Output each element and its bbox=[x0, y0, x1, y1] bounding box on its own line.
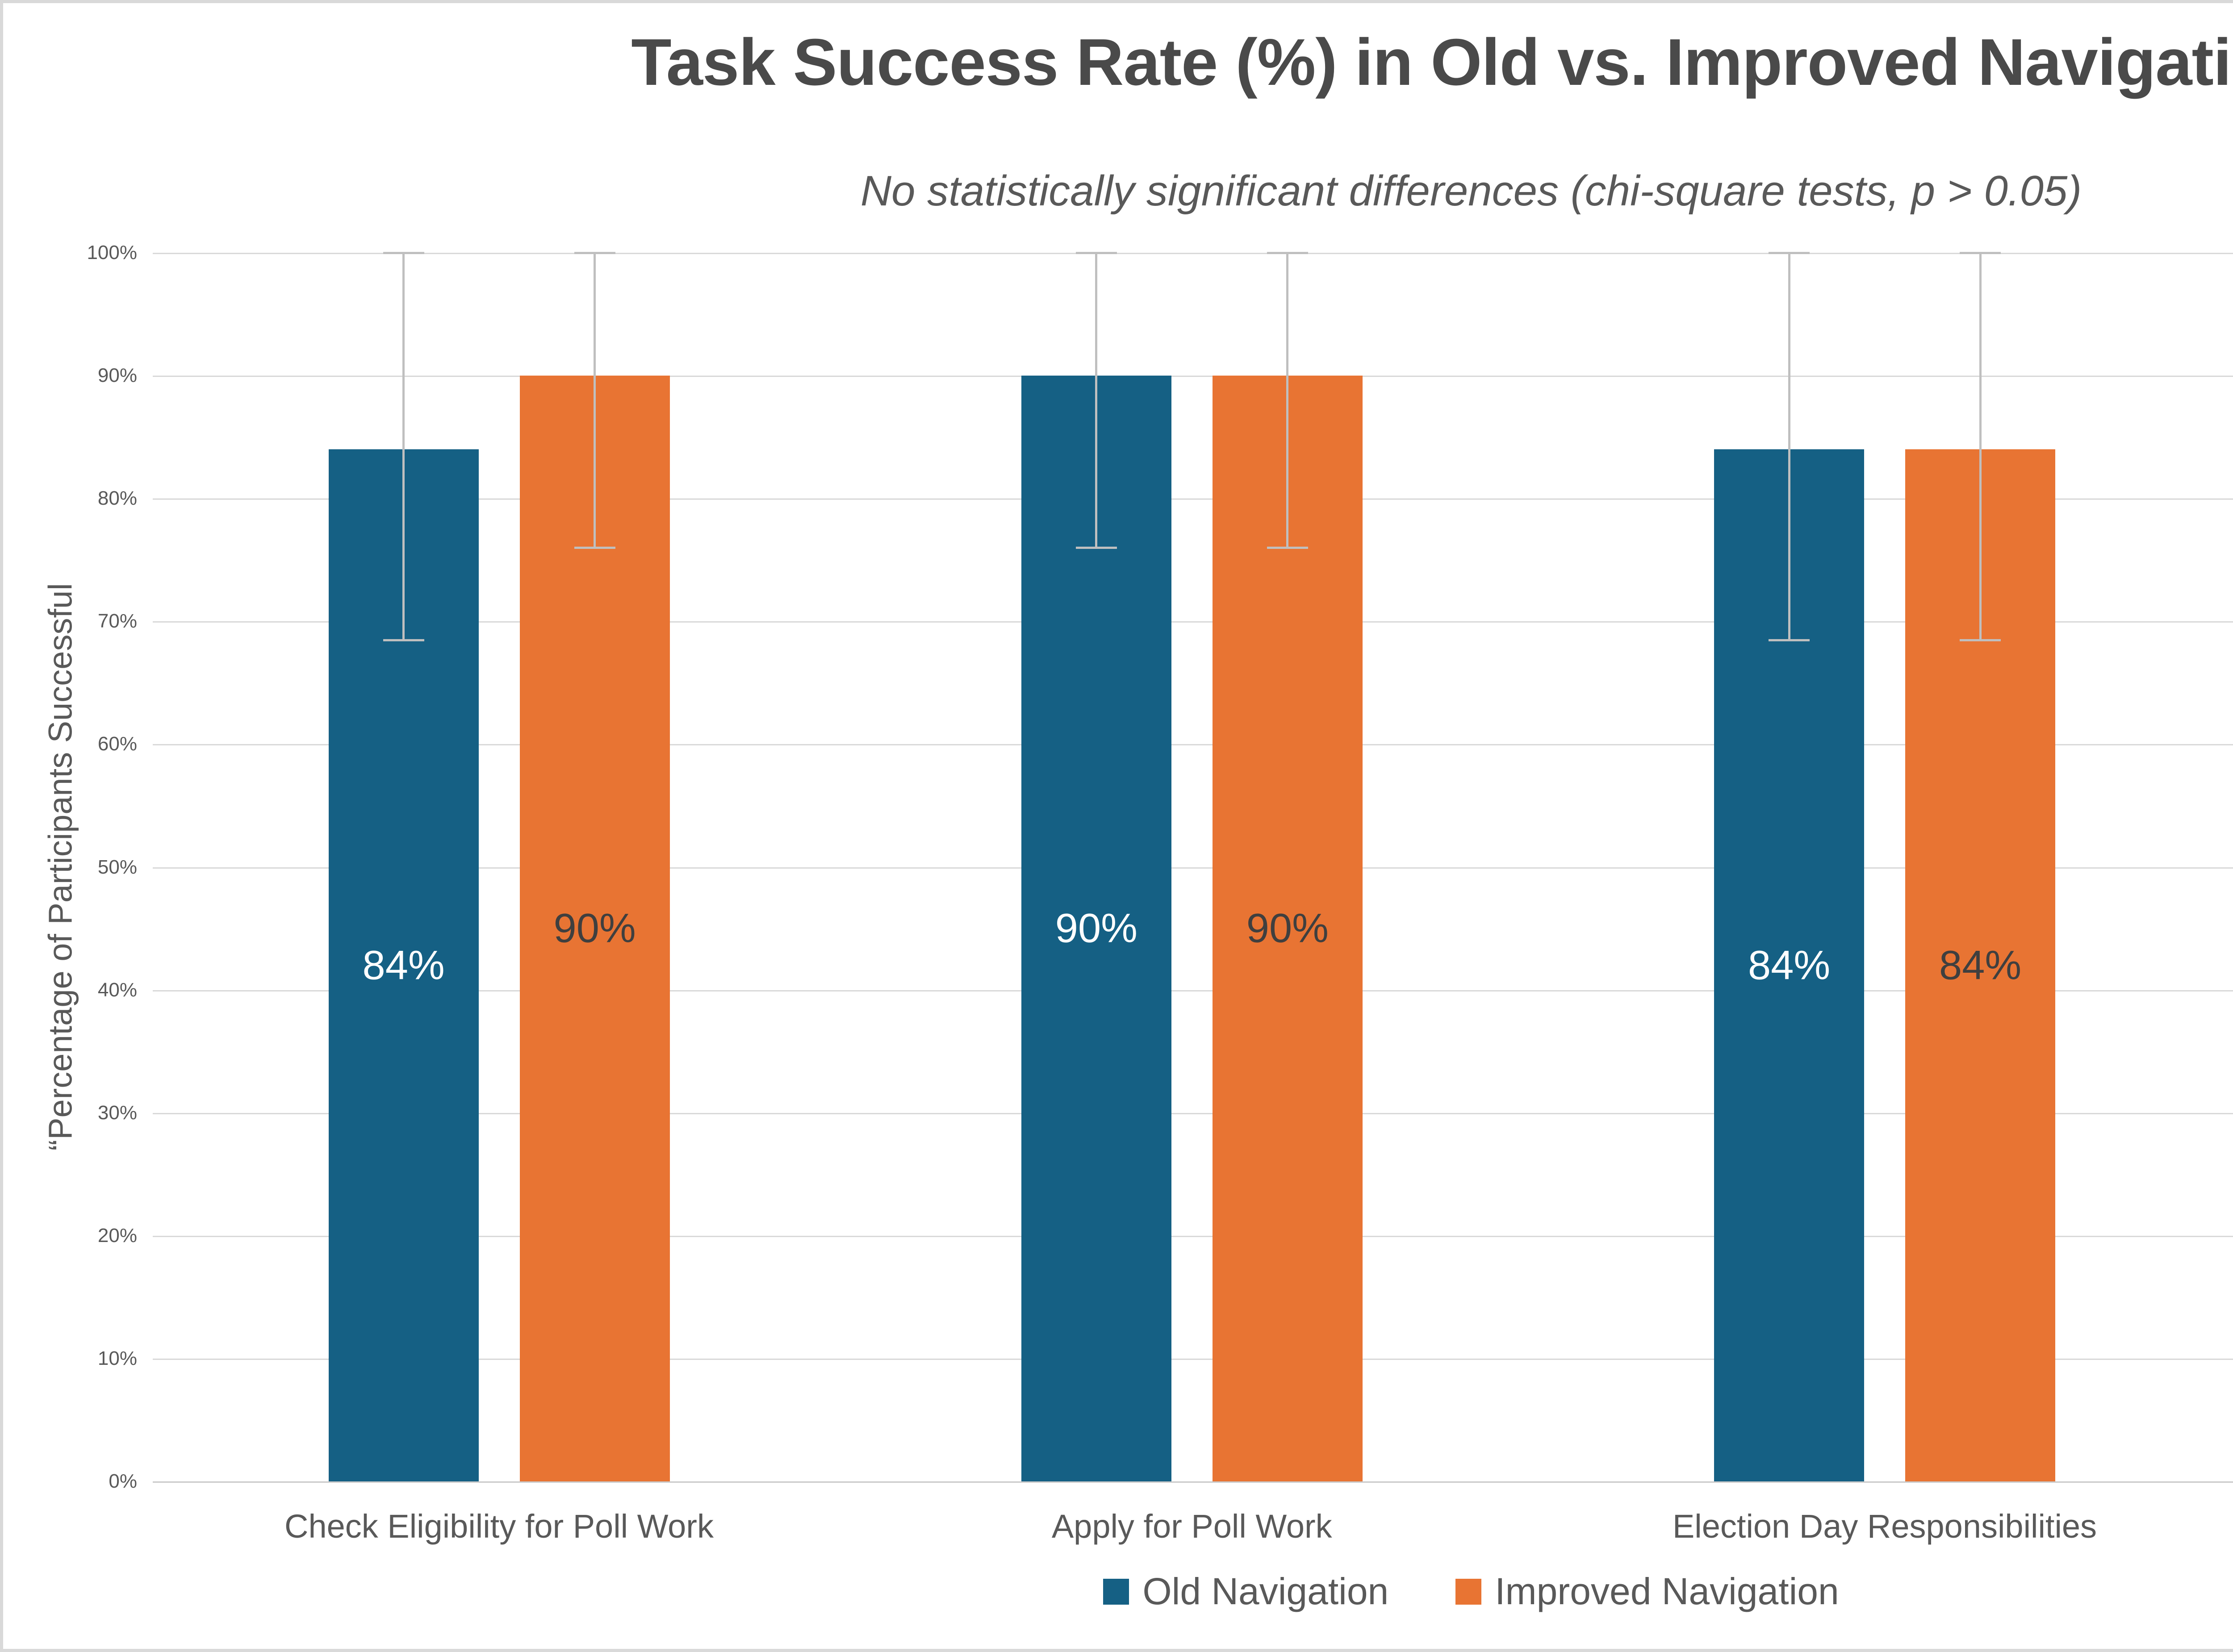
error-bar-cap-bottom bbox=[1267, 547, 1308, 549]
error-bar bbox=[402, 253, 405, 640]
error-bar-cap-top bbox=[383, 252, 424, 254]
legend-item-improved-navigation: Improved Navigation bbox=[1455, 1570, 1839, 1613]
y-tick-label-20: 20% bbox=[97, 1224, 137, 1246]
error-bar-cap-top bbox=[1267, 252, 1308, 254]
error-bar bbox=[1095, 253, 1098, 548]
gridline-90 bbox=[153, 376, 2233, 377]
y-tick-label-90: 90% bbox=[97, 364, 137, 387]
gridline-10 bbox=[153, 1358, 2233, 1360]
bar-improved-navigation-1 bbox=[519, 376, 670, 1481]
legend-label: Old Navigation bbox=[1142, 1570, 1389, 1612]
error-bar-cap-bottom bbox=[1075, 547, 1117, 549]
bar-data-label: 90% bbox=[1246, 905, 1329, 951]
legend-item-old-navigation: Old Navigation bbox=[1103, 1570, 1388, 1613]
error-bar-cap-bottom bbox=[1769, 639, 1810, 641]
chart-title: Task Success Rate (%) in Old vs. Improve… bbox=[631, 25, 2233, 99]
error-bar bbox=[1979, 253, 1982, 640]
gridline-70 bbox=[153, 621, 2233, 623]
y-tick-label-40: 40% bbox=[97, 979, 137, 1001]
gridline-20 bbox=[153, 1235, 2233, 1237]
error-bar bbox=[1286, 253, 1289, 548]
y-tick-label-0: 0% bbox=[109, 1470, 137, 1492]
y-tick-label-10: 10% bbox=[97, 1347, 137, 1369]
error-bar-cap-bottom bbox=[1960, 639, 2001, 641]
error-bar-cap-top bbox=[1960, 252, 2001, 254]
gridline-0 bbox=[153, 1481, 2233, 1483]
category-label-3: Election Day Responsibilities bbox=[1672, 1508, 2097, 1545]
y-tick-label-70: 70% bbox=[97, 610, 137, 632]
plot-area: 84% 90% Check Eligibility for Poll Work 90%… bbox=[153, 252, 2233, 1545]
y-tick-label-80: 80% bbox=[97, 487, 137, 510]
bar-old-navigation-2 bbox=[1021, 376, 1171, 1481]
bar-data-label: 90% bbox=[553, 905, 636, 951]
chart-subtitle: No statistically significant differences… bbox=[860, 167, 2082, 215]
error-bar bbox=[594, 253, 596, 548]
bar-data-label: 84% bbox=[1939, 942, 2022, 988]
error-bar-cap-bottom bbox=[383, 639, 424, 641]
y-tick-label-60: 60% bbox=[97, 733, 137, 755]
y-tick-label-50: 50% bbox=[97, 856, 137, 878]
gridline-40 bbox=[153, 990, 2233, 991]
y-tick-label-100: 100% bbox=[87, 242, 137, 263]
legend-label: Improved Navigation bbox=[1495, 1570, 1839, 1612]
bar-improved-navigation-2 bbox=[1212, 376, 1363, 1481]
gridline-50 bbox=[153, 867, 2233, 869]
bar-data-label: 84% bbox=[1748, 942, 1831, 988]
category-label-1: Check Eligibility for Poll Work bbox=[284, 1508, 714, 1545]
bar-data-label: 84% bbox=[362, 942, 445, 988]
legend: Old Navigation Improved Navigation bbox=[3, 1570, 2233, 1613]
category-label-2: Apply for Poll Work bbox=[1051, 1508, 1332, 1545]
gridline-100 bbox=[153, 253, 2233, 254]
y-tick-label-30: 30% bbox=[97, 1101, 137, 1124]
error-bar-cap-bottom bbox=[574, 547, 615, 549]
error-bar-cap-top bbox=[1075, 252, 1117, 254]
error-bar-cap-top bbox=[1769, 252, 1810, 254]
bar-data-label: 90% bbox=[1055, 905, 1137, 951]
legend-swatch bbox=[1455, 1578, 1482, 1605]
error-bar-cap-top bbox=[574, 252, 615, 254]
gridline-80 bbox=[153, 498, 2233, 500]
error-bar bbox=[1788, 253, 1790, 640]
category-label-4: Training Materials bbox=[2231, 1507, 2233, 1545]
legend-swatch bbox=[1103, 1578, 1129, 1605]
gridline-60 bbox=[153, 744, 2233, 746]
gridline-30 bbox=[153, 1112, 2233, 1114]
